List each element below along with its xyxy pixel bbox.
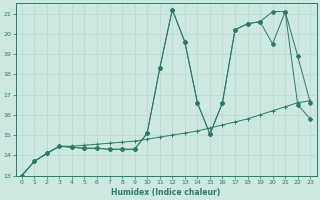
X-axis label: Humidex (Indice chaleur): Humidex (Indice chaleur) bbox=[111, 188, 221, 197]
